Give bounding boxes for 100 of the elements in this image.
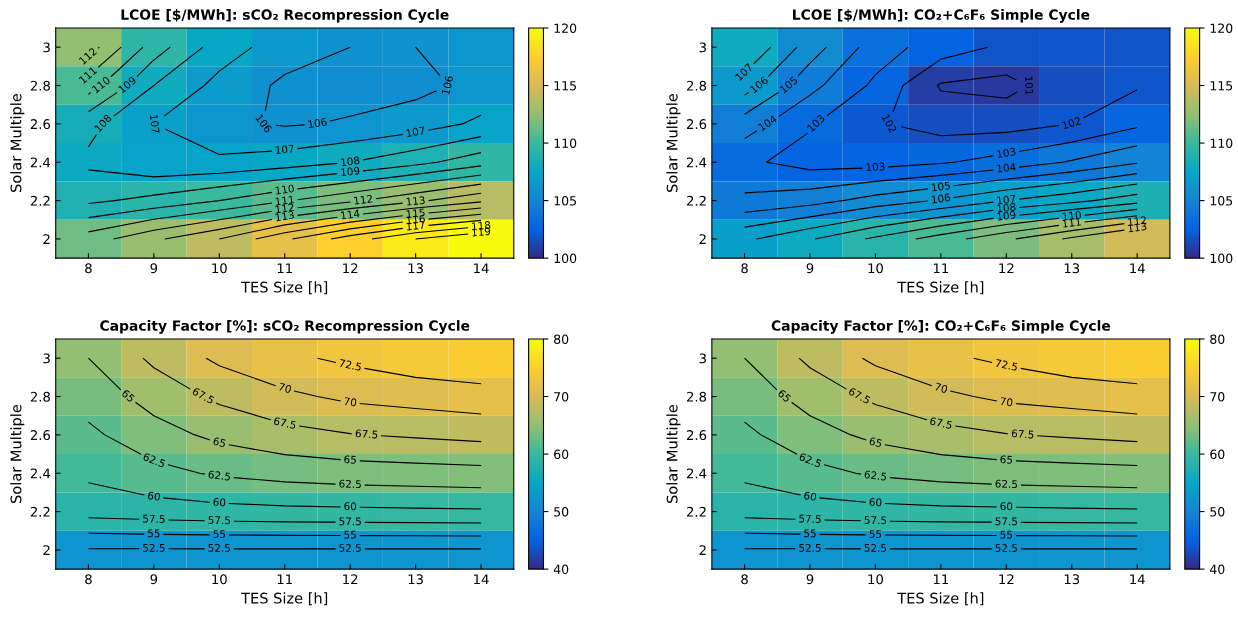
annotation: 60 [869,497,882,507]
y-tick-label: 2.8 [30,80,50,91]
color-bar-label: 115 [1210,81,1233,91]
annotation: 55 [804,529,816,538]
annotation: 72.5 [995,358,1018,371]
annotation: 52.5 [799,543,821,552]
x-tick-label: 12 [343,263,358,274]
annotation: 103 [996,147,1016,159]
y-tick-label: 2.6 [30,119,51,130]
color-bar-label: 40 [1209,564,1225,575]
y-tick-label: 2 [699,234,706,244]
x-tick-label: 11 [277,574,292,585]
annotation: 103 [806,114,826,133]
x-tick-label: 14 [474,574,489,585]
y-tick-label: 2.2 [30,195,50,206]
x-axis-title: TES Size [h] [241,281,328,295]
annotation: 62.5 [798,452,822,468]
color-bar-label: 105 [554,196,576,206]
annotation: 110 [275,184,295,195]
annotation: 104 [997,162,1016,173]
y-tick-label: 2.4 [686,157,707,168]
annotation: 52.5 [208,543,230,552]
x-tick-label: 8 [741,263,748,274]
annotation: 52.5 [995,544,1018,552]
annotation: 57.5 [208,516,231,525]
x-tick-label: 14 [1130,574,1145,585]
annotation: 65 [344,455,357,464]
annotation: 67.5 [848,387,871,405]
y-tick-label: 2.8 [30,391,50,402]
annotation: 62.5 [995,479,1018,489]
annotation: 107 [275,144,295,155]
x-tick-label: 12 [999,574,1014,585]
annotation: 65 [1000,455,1013,464]
x-tick-label: 14 [1130,263,1145,274]
annotation: 70 [344,397,357,407]
annotation: 57.5 [339,517,361,526]
x-tick-label: 8 [85,574,92,585]
x-tick-label: 10 [868,263,883,274]
annotation: 65 [212,436,227,448]
color-bar-label: 115 [554,81,576,91]
annotation: 103 [866,162,885,172]
annotation: 62.5 [864,470,887,481]
y-tick-label: 2.4 [30,157,51,168]
y-tick-label: 3 [699,353,706,364]
annotation: 65 [777,389,792,403]
y-tick-label: 2.8 [686,391,707,402]
annotation: 106 [931,193,951,204]
annotation: 112 [353,194,373,205]
x-tick-label: 14 [474,263,489,274]
annotation: 101 [1024,76,1034,95]
y-tick-label: 2.6 [686,430,707,441]
annotation: 55 [1000,530,1013,539]
annotation: 67.5 [929,416,953,430]
y-axis-title: Solar Multiple [10,93,25,192]
annotation: 107 [997,194,1016,205]
annotation: 109 [996,210,1016,221]
y-axis-title: Solar Multiple [666,404,681,503]
x-axis-title: TES Size [h] [897,592,984,606]
color-bar-label: 105 [1210,196,1233,206]
annotation: 57.5 [864,516,887,525]
color-bar-label: 60 [1210,449,1225,459]
annotation: 55 [213,530,226,539]
annotation: 67.5 [191,387,215,405]
y-axis-title: Solar Multiple [10,404,25,503]
x-tick-label: 11 [277,263,292,274]
annotation: 67.5 [1011,429,1034,439]
annotation: 102 [1061,116,1082,130]
x-tick-label: 13 [1064,263,1080,274]
annotation: 52.5 [864,543,887,552]
annotation: 107 [406,126,426,138]
color-bar-label: 100 [1210,253,1233,264]
annotation: 114 [340,209,360,220]
y-tick-label: 2.2 [30,506,50,517]
annotation: 72.5 [339,358,362,371]
x-tick-label: 11 [933,263,949,274]
color-bar-label: 40 [553,564,569,575]
annotation: 65 [868,436,883,448]
chart-title: LCOE [$/MWh]: sCO₂ Recompression Cycle [121,9,449,23]
annotation: 62.5 [142,452,166,468]
color-bar-label: 60 [554,449,569,459]
x-tick-label: 13 [408,263,423,274]
color-bar-label: 110 [1210,138,1233,148]
annotation: 105 [931,181,951,192]
annotation: 60 [344,502,357,511]
y-tick-label: 2.4 [30,468,51,479]
annotation: 108 [997,202,1016,213]
annotation: 52.5 [339,544,361,552]
color-bar-label: 110 [554,138,577,148]
annotation: 108 [340,156,360,167]
annotation: 111 [275,195,295,206]
annotation: 55 [344,530,356,539]
y-tick-label: 3 [43,353,50,364]
x-tick-label: 9 [150,574,158,585]
annotation: 70 [278,382,292,394]
annotation: 67.5 [273,416,297,430]
x-tick-label: 10 [212,574,227,585]
color-bar-label: 120 [554,23,577,33]
x-tick-label: 9 [806,263,814,274]
y-axis-title: Solar Multiple [666,93,681,192]
annotation: 57.5 [799,514,821,524]
